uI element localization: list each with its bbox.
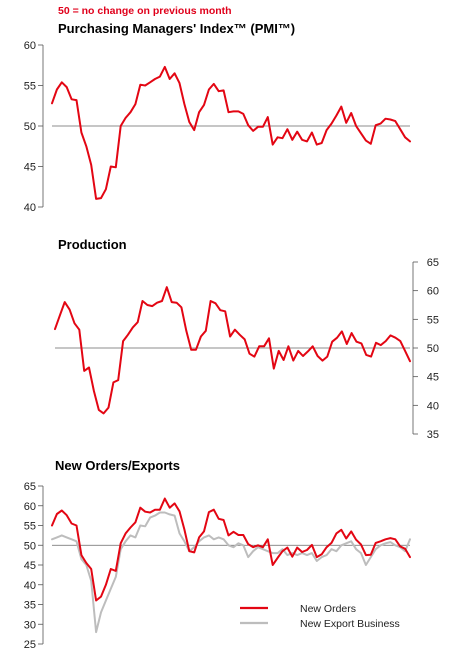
pmi-y-tick-label: 45 xyxy=(24,162,36,174)
production-y-tick-label: 55 xyxy=(427,314,439,326)
new-orders-exports-chart-title: New Orders/Exports xyxy=(55,458,180,473)
production-y-tick-label: 65 xyxy=(427,257,439,269)
production-y-tick-label: 60 xyxy=(427,286,439,298)
new-orders-exports-y-tick-label: 40 xyxy=(24,580,36,592)
new-orders-exports-chart-plot xyxy=(51,497,411,634)
new-orders-exports-y-tick-label: 50 xyxy=(24,540,36,552)
pmi-chart: Purchasing Managers' Index™ (PMI™) 60 55 5… xyxy=(24,21,411,214)
production-series-line xyxy=(54,286,411,415)
legend-label-new-orders: New Orders xyxy=(300,603,356,615)
new-export-business-series-line xyxy=(51,511,411,634)
legend: New Orders New Export Business xyxy=(240,603,400,630)
new-orders-exports-chart-axis: 65 60 55 50 45 40 35 30 25 xyxy=(24,481,44,651)
pmi-chart-axis: 60 55 50 45 40 xyxy=(24,40,44,214)
production-y-tick-label: 40 xyxy=(427,400,439,412)
new-orders-exports-y-tick-label: 60 xyxy=(24,501,36,513)
pmi-y-tick-label: 60 xyxy=(24,40,36,52)
pmi-y-tick-label: 40 xyxy=(24,202,36,214)
pmi-y-tick-label: 50 xyxy=(24,121,36,133)
production-chart-axis: 65 60 55 50 45 40 35 xyxy=(412,257,439,441)
production-y-tick-label: 50 xyxy=(427,343,439,355)
production-chart: Production 65 60 55 50 45 40 35 xyxy=(54,237,439,441)
pmi-series-line xyxy=(51,65,411,200)
legend-label-new-export-business: New Export Business xyxy=(300,618,400,630)
production-y-tick-label: 45 xyxy=(427,372,439,384)
new-orders-exports-y-tick-label: 25 xyxy=(24,639,36,651)
production-chart-title: Production xyxy=(58,237,127,252)
production-chart-plot xyxy=(54,286,411,415)
new-orders-exports-y-tick-label: 30 xyxy=(24,619,36,631)
new-orders-exports-y-tick-label: 45 xyxy=(24,560,36,572)
new-orders-series-line xyxy=(51,497,411,602)
pmi-chart-title: Purchasing Managers' Index™ (PMI™) xyxy=(58,21,295,36)
production-y-tick-label: 35 xyxy=(427,429,439,441)
new-orders-exports-y-tick-label: 65 xyxy=(24,481,36,493)
pmi-chart-plot xyxy=(51,65,411,200)
new-orders-exports-y-tick-label: 55 xyxy=(24,521,36,533)
note-text: 50 = no change on previous month xyxy=(58,5,232,17)
new-orders-exports-y-tick-label: 35 xyxy=(24,600,36,612)
new-orders-exports-chart: New Orders/Exports 65 60 55 50 45 40 35 30 25 xyxy=(24,458,411,651)
pmi-y-tick-label: 55 xyxy=(24,81,36,93)
